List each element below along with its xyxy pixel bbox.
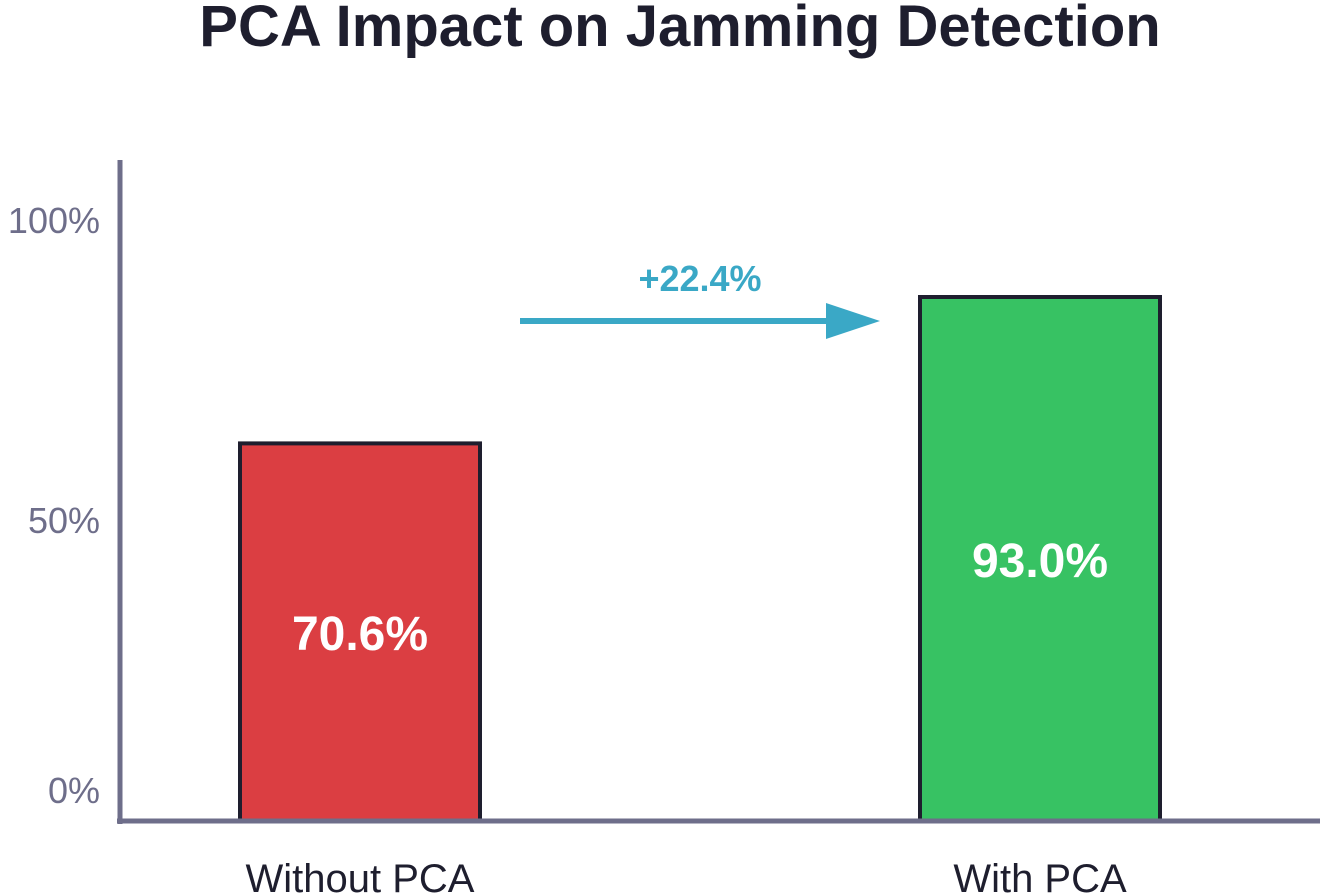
bar-1 [918, 295, 1162, 823]
bar-value-label: 93.0% [972, 535, 1108, 588]
x-category-label: With PCA [953, 857, 1127, 893]
delta-label: +22.4% [638, 258, 761, 299]
y-axis-ticks: 0% 50% 100% [8, 200, 100, 811]
y-tick-label: 0% [48, 770, 100, 811]
arrow-right-icon [826, 303, 880, 339]
bar-0 [238, 441, 482, 823]
bars: 70.6% 93.0% [238, 295, 1162, 823]
chart-title: PCA Impact on Jamming Detection [199, 0, 1160, 59]
y-tick-label: 50% [28, 500, 100, 541]
bar-value-label: 70.6% [292, 608, 428, 661]
change-annotation: +22.4% [520, 258, 880, 339]
y-tick-label: 100% [8, 200, 100, 241]
x-category-label: Without PCA [246, 857, 475, 893]
x-axis-labels: Without PCA With PCA [246, 857, 1127, 893]
